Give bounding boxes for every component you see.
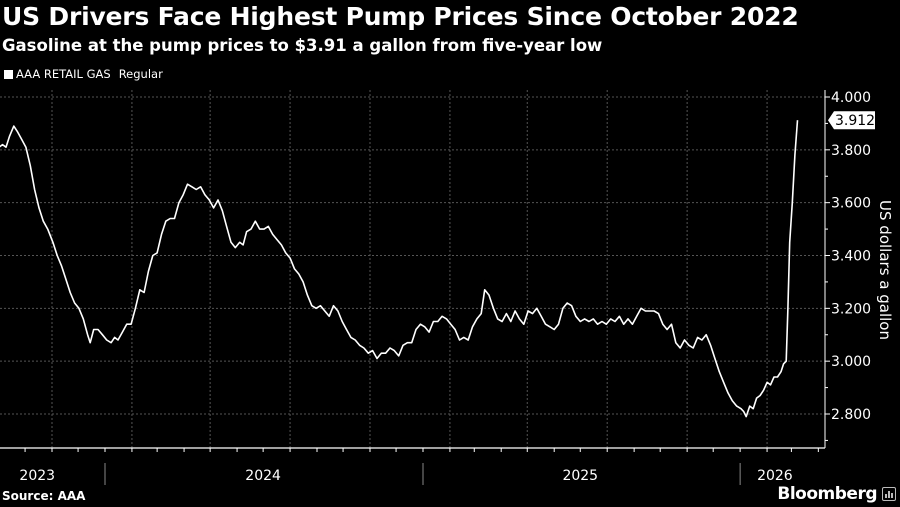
y-tick-label: 3.400	[831, 249, 871, 265]
series-layer	[0, 120, 799, 418]
y-tick-label: 3.600	[831, 196, 871, 212]
chart-subtitle: Gasoline at the pump prices to $3.91 a g…	[2, 36, 603, 55]
last-value-label: 3.912	[835, 113, 875, 129]
legend: AAA RETAIL GAS Regular	[4, 67, 163, 81]
y-tick-label: 3.800	[831, 143, 871, 159]
last-value-callout: 3.912	[828, 111, 875, 130]
legend-series-sub: Regular	[118, 67, 163, 81]
brand-wordmark: Bloomberg	[777, 484, 877, 504]
y-tick-label: 2.800	[831, 407, 871, 423]
series-line-aaa-retail-gas	[0, 120, 799, 418]
bloomberg-brand: Bloomberg	[777, 484, 896, 504]
chart-title: US Drivers Face Highest Pump Prices Sinc…	[2, 2, 799, 31]
bloomberg-logo-icon	[882, 487, 896, 501]
y-axis-label: US dollars a gallon	[876, 200, 894, 340]
tick-labels: 2.800 3.000 3.200 3.400 3.600 3.800 4.000 2023 2…	[19, 90, 875, 484]
x-year-label: 2025	[562, 468, 598, 484]
y-tick-label: 3.200	[831, 301, 871, 317]
x-year-label: 2023	[19, 468, 55, 484]
legend-swatch	[4, 69, 13, 79]
legend-series-name: AAA RETAIL GAS	[16, 67, 111, 81]
y-tick-label: 3.000	[831, 354, 871, 370]
x-year-label: 2024	[245, 468, 281, 484]
last-value-badge	[828, 111, 875, 130]
gridlines	[0, 90, 825, 448]
x-year-label: 2026	[757, 468, 793, 484]
y-tick-label: 4.000	[831, 90, 871, 106]
source-note: Source: AAA	[2, 489, 86, 503]
axes	[0, 90, 830, 485]
